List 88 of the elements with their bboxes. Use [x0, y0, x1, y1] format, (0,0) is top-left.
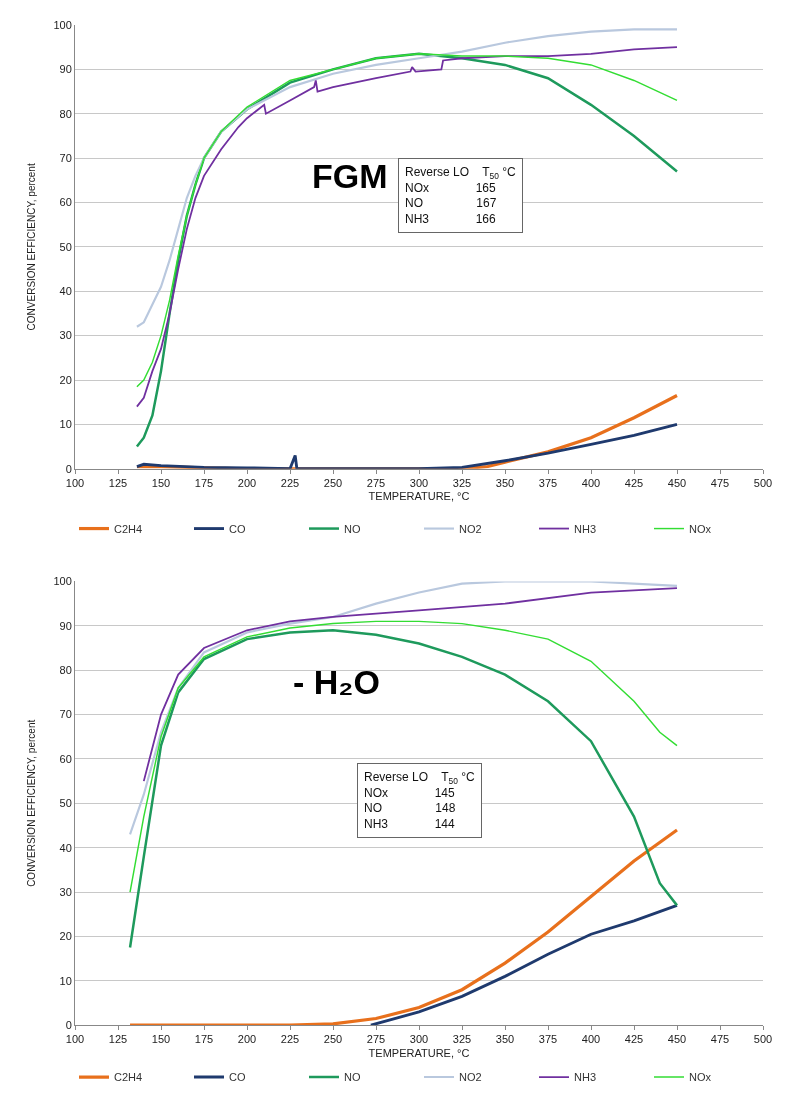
- line-series: [369, 903, 679, 1026]
- legend-label: NO2: [459, 1071, 482, 1084]
- x-tick-label: 200: [237, 476, 257, 489]
- legend-label: C2H4: [114, 522, 143, 535]
- legend-label: CO: [229, 1071, 246, 1084]
- x-tick-label: 225: [280, 476, 300, 489]
- y-tick-label: 80: [59, 664, 72, 677]
- x-tick-label: 425: [624, 476, 644, 489]
- y-tick-label: 40: [59, 841, 72, 854]
- y-tick-label: 70: [59, 151, 72, 164]
- x-tick-label: 325: [452, 1033, 472, 1046]
- x-tick-label: 475: [710, 1033, 730, 1046]
- y-tick-label: 0: [65, 1019, 72, 1032]
- x-tick-label: 275: [366, 476, 386, 489]
- x-axis-title: TEMPERATURE, °C: [368, 1046, 470, 1059]
- legend-label: NO2: [459, 522, 482, 535]
- x-tick-label: 300: [409, 1033, 429, 1046]
- legend-label: NH3: [574, 1071, 597, 1084]
- line-series: [128, 828, 679, 1026]
- line-series: [128, 629, 679, 949]
- y-tick-label: 20: [59, 373, 72, 386]
- x-tick-label: 375: [538, 476, 558, 489]
- x-tick-label: 500: [753, 476, 773, 489]
- y-tick-label: 40: [59, 285, 72, 298]
- x-tick-label: 400: [581, 1033, 601, 1046]
- y-tick-label: 80: [59, 107, 72, 120]
- legend-label: NOx: [689, 1071, 712, 1084]
- x-tick-label: 325: [452, 476, 472, 489]
- legend-label: NO: [344, 522, 361, 535]
- x-tick-label: 150: [151, 476, 171, 489]
- line-series: [129, 620, 678, 893]
- y-tick-label: 50: [59, 797, 72, 810]
- x-tick-label: 125: [108, 476, 128, 489]
- x-tick-label: 450: [667, 476, 687, 489]
- legend-label: CO: [229, 522, 246, 535]
- annotation: NOx 145: [364, 785, 456, 800]
- y-tick-label: 0: [65, 462, 72, 475]
- x-tick-label: 175: [194, 1033, 214, 1046]
- x-tick-label: 375: [538, 1033, 558, 1046]
- y-axis-title: CONVERSION EFFICIENCY, percent: [26, 719, 38, 887]
- x-tick-label: 200: [237, 1033, 257, 1046]
- x-tick-label: 475: [710, 476, 730, 489]
- y-tick-label: 60: [59, 752, 72, 765]
- x-tick-label: 425: [624, 1033, 644, 1046]
- y-tick-label: 30: [59, 885, 72, 898]
- x-tick-label: 250: [323, 1033, 343, 1046]
- y-tick-label: 20: [59, 930, 72, 943]
- annotation: NH3 144: [364, 816, 456, 831]
- y-tick-label: 90: [59, 63, 72, 76]
- y-tick-label: 90: [59, 619, 72, 632]
- x-tick-label: 150: [151, 1033, 171, 1046]
- y-tick-label: 30: [59, 329, 72, 342]
- x-tick-label: 275: [366, 1033, 386, 1046]
- annotation: NO 148: [364, 801, 456, 816]
- x-tick-label: 450: [667, 1033, 687, 1046]
- y-axis-title: CONVERSION EFFICIENCY, percent: [26, 163, 38, 331]
- y-tick-label: 70: [59, 708, 72, 721]
- x-tick-label: 125: [108, 1033, 128, 1046]
- y-tick-label: 100: [53, 575, 72, 588]
- annotation: Reverse LO T$_{50}$ °C: [405, 165, 516, 181]
- x-tick-label: 350: [495, 1033, 515, 1046]
- line-series: [128, 581, 679, 836]
- line-series: [142, 587, 678, 783]
- y-tick-label: 50: [59, 240, 72, 253]
- line-series: [135, 422, 679, 469]
- x-tick-label: 500: [753, 1033, 773, 1046]
- y-tick-label: 60: [59, 196, 72, 209]
- line-series: [135, 28, 679, 328]
- y-tick-label: 10: [59, 418, 72, 431]
- x-tick-label: 350: [495, 476, 515, 489]
- legend-label: C2H4: [114, 1071, 143, 1084]
- x-tick-label: 250: [323, 476, 343, 489]
- annotation: NO 167: [405, 196, 497, 211]
- x-tick-label: 225: [280, 1033, 300, 1046]
- x-tick-label: 300: [409, 476, 429, 489]
- annotation: NOx 165: [405, 180, 497, 195]
- x-axis-title: TEMPERATURE, °C: [368, 490, 470, 503]
- annotation: Reverse LO T$_{50}$ °C: [364, 770, 475, 786]
- x-tick-label: 175: [194, 476, 214, 489]
- legend-label: NOx: [689, 522, 712, 535]
- annotation: NH3 166: [405, 211, 497, 226]
- legend-label: NO: [344, 1071, 361, 1084]
- annotation: - H₂O: [293, 663, 380, 701]
- y-tick-label: 10: [59, 974, 72, 987]
- x-tick-label: 400: [581, 476, 601, 489]
- y-tick-label: 100: [53, 18, 72, 31]
- legend-label: NH3: [574, 522, 597, 535]
- annotation: FGM: [312, 157, 388, 195]
